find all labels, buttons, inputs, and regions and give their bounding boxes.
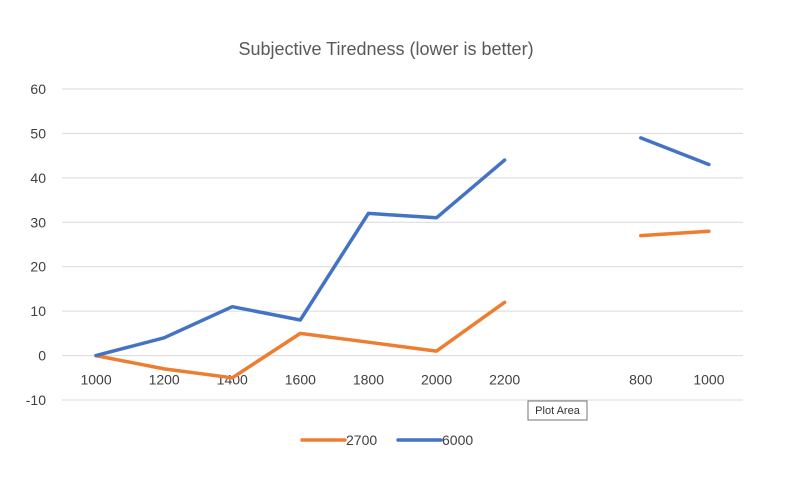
y-tick-label: 10 [30, 303, 46, 319]
y-tick-label: 30 [30, 214, 46, 230]
x-tick-label: 2200 [489, 372, 520, 388]
x-axis-tick-labels: 1000 1200 1400 1600 1800 2000 2200 800 1000 [80, 372, 724, 388]
legend-label: 6000 [442, 432, 473, 448]
gridlines [62, 88, 743, 401]
series-line-segment[interactable] [94, 158, 507, 358]
x-tick-label: 800 [629, 372, 653, 388]
chart-title: Subjective Tiredness (lower is better) [238, 39, 533, 59]
legend[interactable]: 2700 6000 [300, 432, 473, 448]
x-tick-label: 1000 [80, 372, 111, 388]
x-tick-label: 1000 [693, 372, 724, 388]
plot-area-tooltip: Plot Area [527, 400, 588, 421]
tooltip-label: Plot Area [535, 405, 581, 417]
legend-item-6000[interactable]: 6000 [396, 432, 473, 448]
x-tick-label: 2000 [421, 372, 452, 388]
x-tick-label: 1800 [353, 372, 384, 388]
x-tick-label: 1200 [149, 372, 180, 388]
y-tick-label: 60 [30, 81, 46, 97]
y-tick-label: 20 [30, 259, 46, 275]
y-tick-label: 50 [30, 125, 46, 141]
series-lines [94, 136, 711, 380]
series-6000[interactable] [94, 136, 711, 358]
legend-item-2700[interactable]: 2700 [300, 432, 377, 448]
x-tick-label: 1600 [285, 372, 316, 388]
y-tick-label: 40 [30, 170, 46, 186]
y-axis-tick-labels: -10 0 10 20 30 40 50 60 [26, 81, 46, 408]
legend-label: 2700 [346, 432, 377, 448]
series-line-segment[interactable] [639, 136, 711, 167]
series-line-segment[interactable] [639, 229, 711, 238]
series-2700[interactable] [94, 229, 711, 380]
y-tick-label: -10 [26, 392, 46, 408]
x-tick-label: 1400 [217, 372, 248, 388]
series-line-segment[interactable] [94, 300, 507, 380]
y-tick-label: 0 [38, 348, 46, 364]
